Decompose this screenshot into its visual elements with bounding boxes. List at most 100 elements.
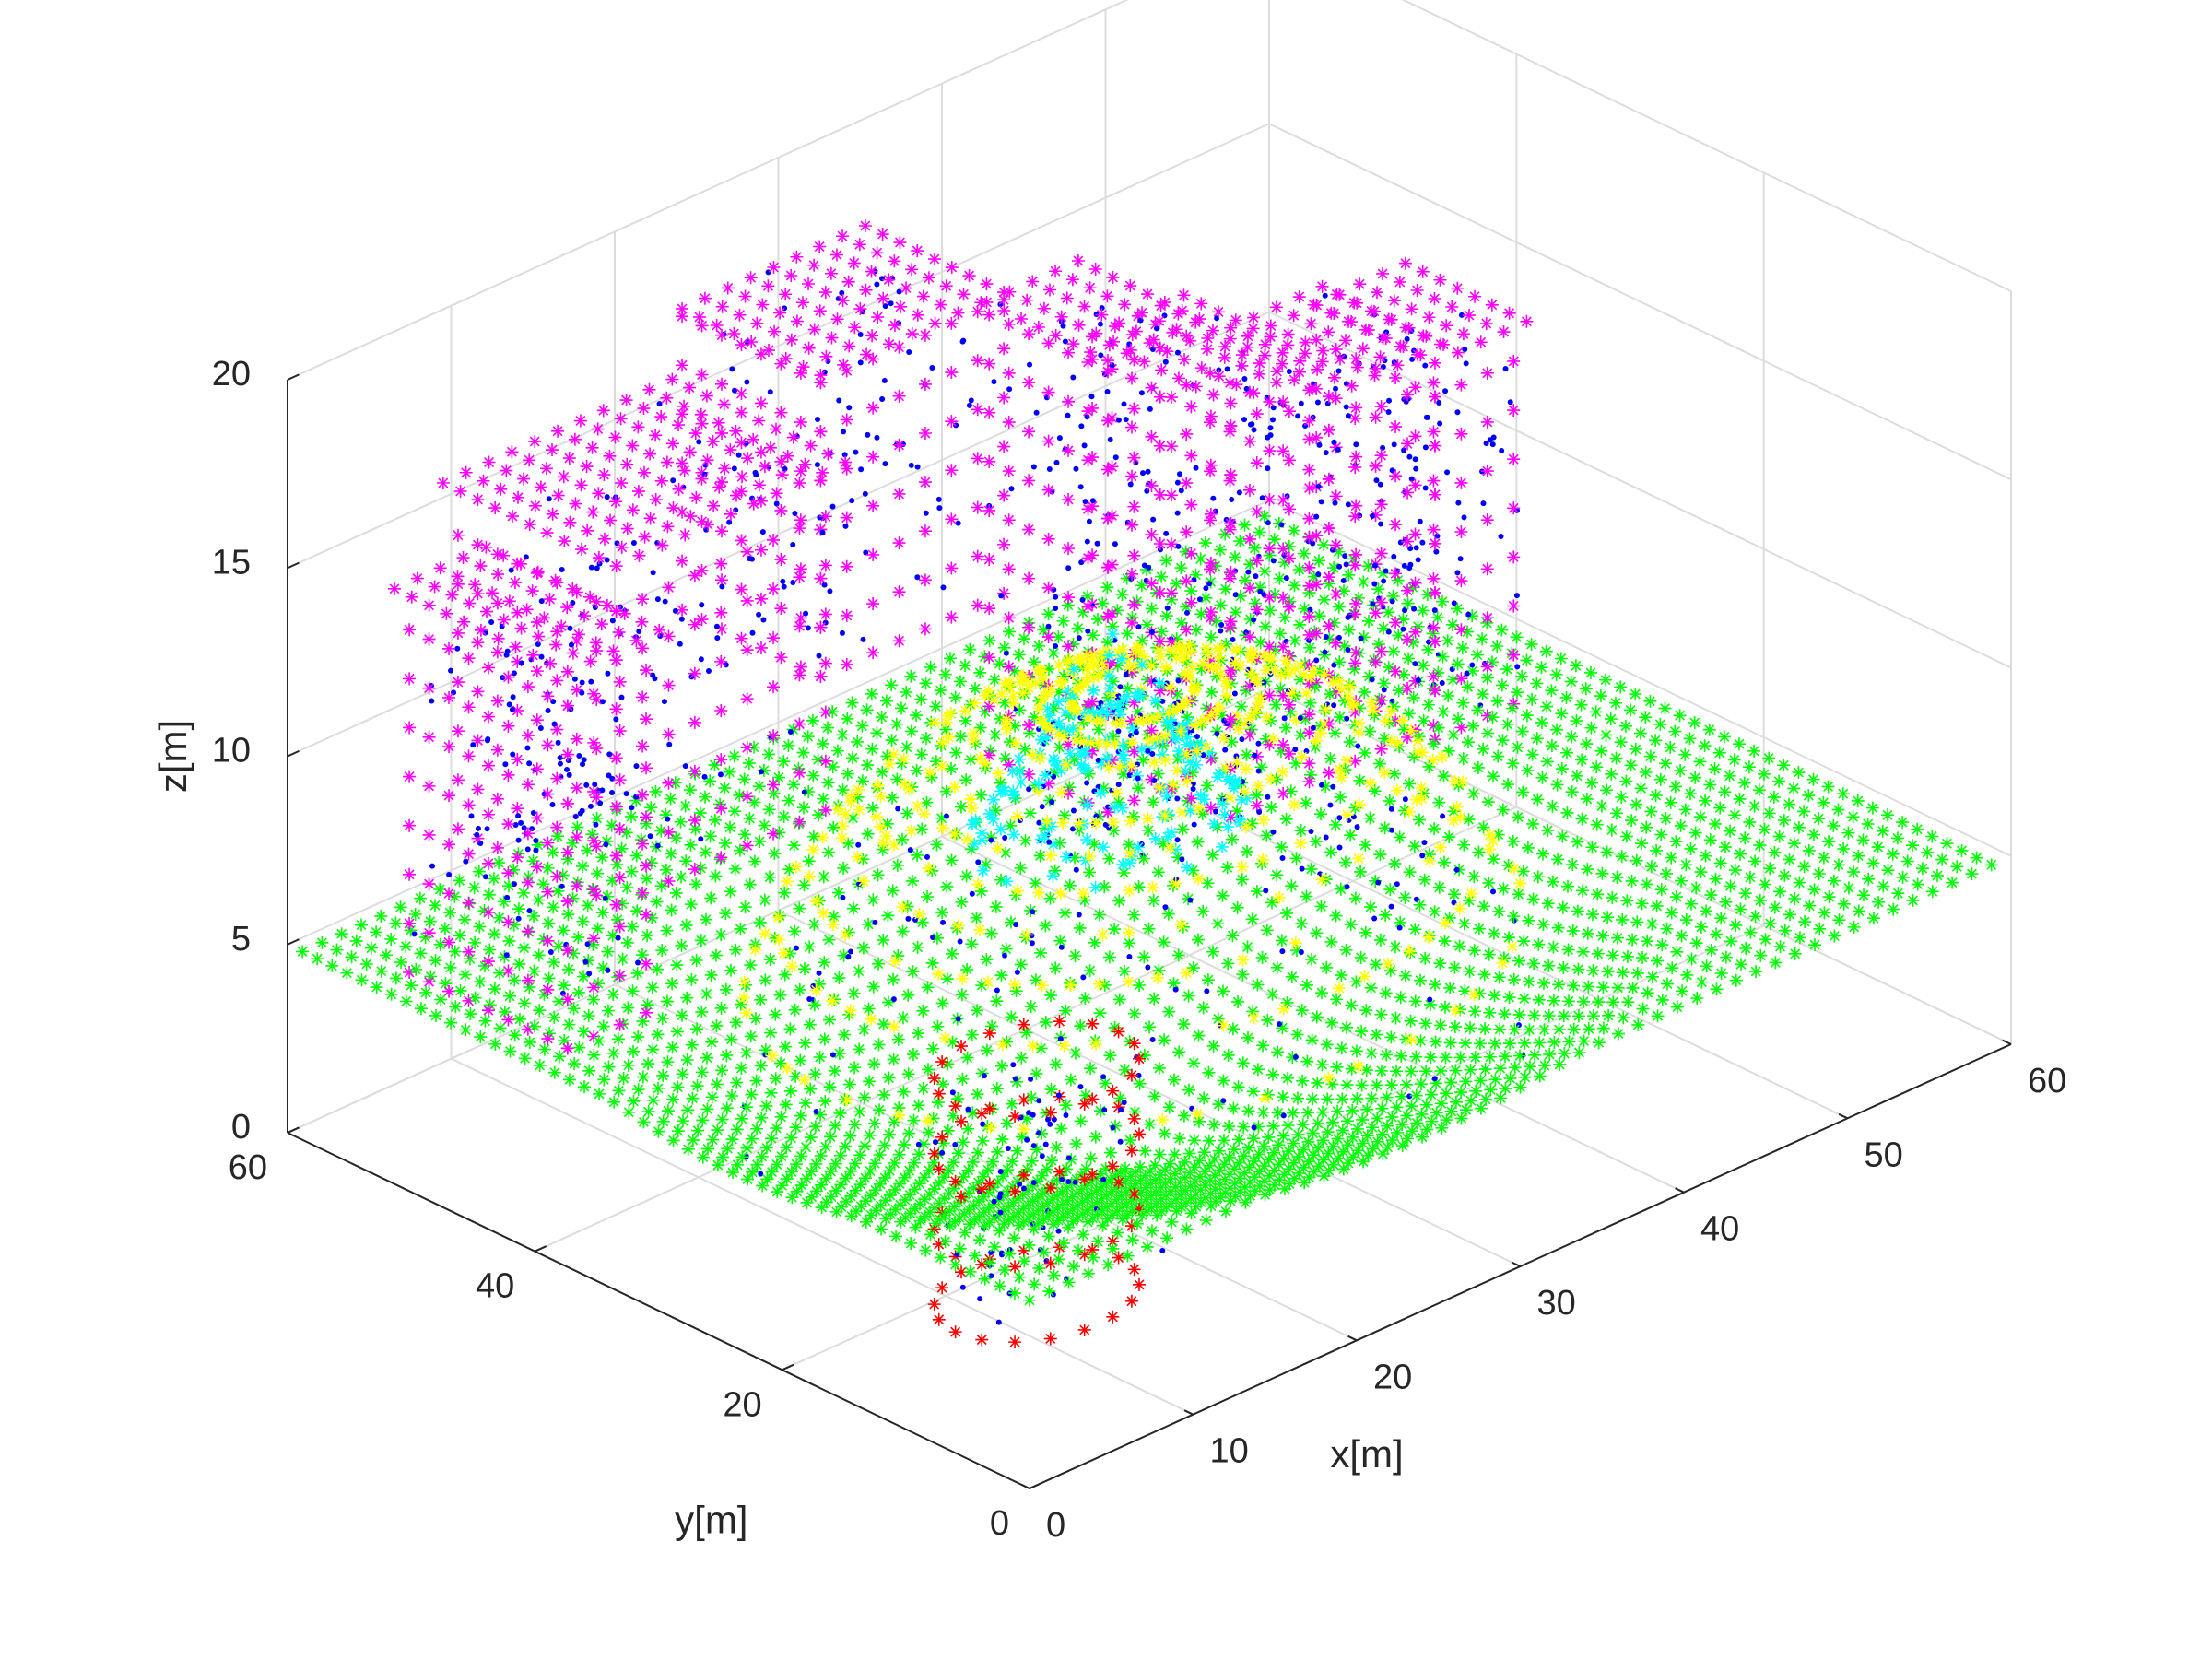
data-point-star [899, 1193, 912, 1206]
data-point-star [962, 1186, 976, 1200]
data-point-star [1163, 713, 1177, 727]
data-point-star [490, 547, 504, 561]
data-point-star [866, 352, 880, 366]
data-point-star [1488, 1037, 1501, 1051]
data-point-star [1307, 570, 1321, 583]
data-point-star [1141, 288, 1155, 301]
data-point-star [846, 751, 859, 765]
data-point-star [349, 934, 363, 947]
data-point-dot [538, 653, 545, 660]
data-point-star [1349, 547, 1363, 561]
data-point-star [1524, 638, 1538, 652]
data-point-star [1366, 1121, 1379, 1135]
data-point-star [1490, 639, 1504, 653]
data-point-star [912, 1099, 925, 1112]
data-point-dot [1043, 1257, 1050, 1264]
data-point-dot [1174, 349, 1181, 356]
data-point-dot [1411, 606, 1418, 612]
data-point-star [801, 730, 815, 744]
data-point-star [1153, 390, 1167, 404]
data-point-star [1453, 901, 1466, 915]
data-point-star [1035, 979, 1049, 993]
data-point-star [844, 1209, 858, 1223]
data-point-star [1300, 1054, 1314, 1068]
data-point-star [1206, 324, 1219, 337]
data-point-star [1022, 620, 1036, 634]
data-point-star [1426, 753, 1440, 767]
data-point-star [892, 487, 906, 500]
data-point-star [764, 1086, 778, 1100]
data-point-star [296, 945, 310, 959]
data-point-dot [821, 582, 828, 588]
data-point-dot [1281, 715, 1288, 722]
data-point-star [526, 854, 540, 868]
data-point-dot [1196, 596, 1203, 603]
data-point-dot [654, 596, 661, 603]
data-point-star [1054, 1122, 1068, 1135]
data-point-star [1189, 1187, 1203, 1201]
data-point-star [1411, 619, 1425, 633]
data-point-star [1472, 845, 1486, 859]
data-point-dot [1117, 684, 1124, 690]
data-point-dot [1499, 447, 1505, 453]
data-point-star [1163, 1171, 1177, 1185]
data-point-star [1274, 745, 1288, 759]
data-point-star [803, 1018, 817, 1031]
data-point-star [863, 1075, 877, 1088]
data-point-star [955, 1040, 968, 1053]
data-point-star [1247, 1154, 1261, 1168]
data-point-star [1084, 1151, 1098, 1165]
data-point-star [925, 956, 939, 970]
data-point-star [964, 792, 978, 806]
data-point-star [1063, 692, 1077, 706]
data-point-dot [1135, 1072, 1142, 1078]
data-point-star [781, 449, 794, 463]
data-point-star [882, 1071, 896, 1085]
data-point-star [1081, 698, 1095, 712]
data-point-star [527, 909, 540, 923]
data-point-star [998, 751, 1012, 765]
data-point-star [1498, 1007, 1512, 1021]
data-point-star [523, 981, 536, 994]
data-point-dot [1344, 715, 1350, 722]
data-point-star [1268, 587, 1282, 601]
data-point-star [1290, 1028, 1304, 1041]
data-point-star [935, 738, 948, 752]
data-point-star [729, 943, 743, 957]
data-point-star [694, 407, 708, 421]
data-point-star [451, 528, 465, 542]
data-point-dot [888, 300, 894, 307]
data-point-star [1100, 707, 1114, 721]
data-point-dot [960, 337, 967, 344]
data-point-star [887, 747, 900, 761]
data-point-star [609, 898, 623, 912]
data-point-star [1192, 801, 1206, 815]
data-point-star [1122, 925, 1135, 939]
data-point-star [880, 749, 894, 763]
data-point-star [1156, 747, 1170, 761]
data-point-dot [1053, 606, 1059, 612]
data-point-star [1083, 281, 1097, 295]
data-point-star [794, 1179, 808, 1193]
data-point-star [809, 1157, 823, 1171]
data-point-star [1125, 420, 1138, 434]
data-point-dot [1046, 465, 1053, 472]
data-point-star [596, 1019, 610, 1033]
data-point-star [794, 611, 807, 625]
data-point-star [1476, 688, 1489, 701]
data-point-star [1454, 378, 1468, 392]
data-point-dot [1264, 394, 1270, 401]
data-point-star [779, 1098, 793, 1112]
data-point-star [414, 1002, 428, 1016]
data-point-star [1043, 1332, 1057, 1346]
data-point-star [1595, 929, 1609, 943]
data-point-star [1096, 841, 1110, 854]
data-point-star [818, 559, 832, 572]
data-point-star [995, 1133, 1009, 1147]
data-point-star [1416, 746, 1430, 759]
data-point-star [467, 881, 481, 895]
data-point-dot [1079, 596, 1086, 603]
data-point-star [1693, 755, 1707, 769]
data-point-dot [816, 653, 822, 659]
data-point-star [1454, 672, 1468, 686]
